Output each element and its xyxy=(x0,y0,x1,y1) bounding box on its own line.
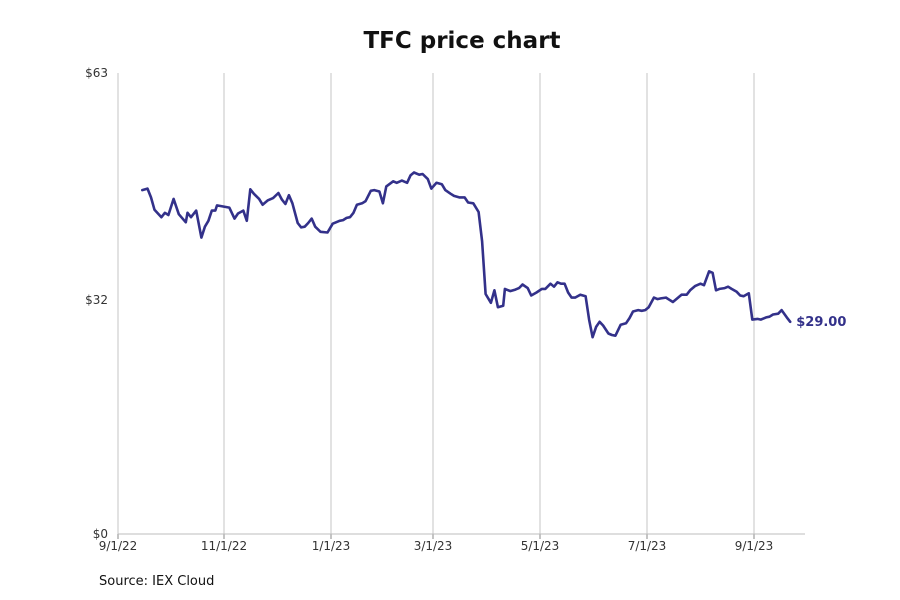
x-tick-label: 1/1/23 xyxy=(312,539,351,553)
x-tick-label: 11/1/22 xyxy=(201,539,247,553)
x-tick-label: 9/1/22 xyxy=(99,539,138,553)
gridlines xyxy=(117,73,755,534)
x-tick-label: 9/1/23 xyxy=(735,539,774,553)
x-tick-label: 5/1/23 xyxy=(521,539,560,553)
y-tick-label: $63 xyxy=(85,66,108,80)
last-price-label: $29.00 xyxy=(796,315,846,330)
axes xyxy=(117,533,805,539)
series-layer xyxy=(141,171,792,339)
chart-title: TFC price chart xyxy=(363,28,561,54)
price-line xyxy=(141,171,792,339)
source-note: Source: IEX Cloud xyxy=(99,574,215,589)
x-tick-label: 3/1/23 xyxy=(414,539,453,553)
y-tick-label: $32 xyxy=(85,293,108,307)
labels: 9/1/22 11/1/22 1/1/23 3/1/23 5/1/23 7/1/23 9/1… xyxy=(85,66,846,553)
y-tick-label: $0 xyxy=(93,527,108,541)
x-tick-label: 7/1/23 xyxy=(628,539,667,553)
